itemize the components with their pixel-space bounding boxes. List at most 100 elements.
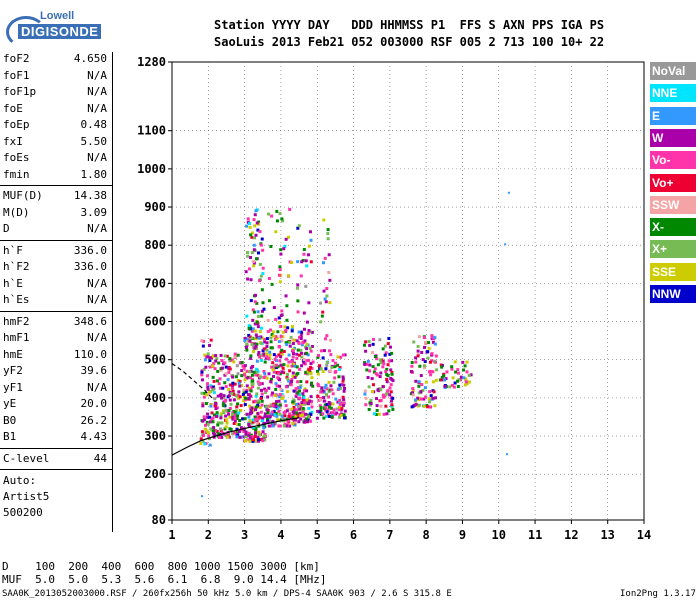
echo-point — [259, 410, 263, 414]
echo-point — [239, 408, 243, 412]
param-row: B1 4.43 — [3, 430, 107, 446]
echo-point — [269, 377, 273, 381]
param-value: N/A — [87, 276, 107, 290]
echo-point — [366, 376, 370, 380]
echo-point — [453, 381, 457, 385]
param-label: MUF(D) — [3, 189, 43, 202]
echo-point — [302, 248, 306, 252]
echo-point — [296, 371, 300, 375]
echo-point — [388, 352, 392, 356]
echo-point — [257, 424, 261, 428]
echo-point — [462, 368, 466, 372]
echo-point — [233, 415, 237, 419]
echo-point — [305, 264, 309, 268]
echo-point — [262, 354, 266, 358]
echo-point — [282, 363, 286, 367]
echo-point — [451, 376, 455, 380]
echo-point — [265, 341, 269, 345]
echo-point — [371, 337, 375, 341]
echo-point — [235, 364, 239, 368]
echo-point — [288, 369, 292, 373]
echo-point — [297, 341, 301, 345]
echo-point — [291, 410, 295, 414]
echo-point — [254, 293, 258, 297]
echo-point — [248, 412, 252, 416]
echo-point — [365, 368, 369, 372]
echo-point — [325, 294, 329, 298]
echo-point — [252, 264, 256, 268]
param-value: N/A — [87, 293, 107, 306]
echo-point — [244, 390, 248, 394]
echo-point — [219, 429, 223, 433]
echo-point — [206, 431, 210, 435]
echo-point — [255, 257, 259, 261]
echo-point — [262, 352, 266, 356]
echo-point — [259, 353, 263, 357]
echo-point — [245, 388, 249, 392]
echo-point — [260, 314, 264, 318]
echo-point — [260, 309, 264, 313]
echo-point — [310, 399, 314, 403]
echo-point — [220, 431, 224, 435]
echo-point — [294, 374, 298, 378]
echo-point — [245, 376, 249, 380]
echo-point — [258, 279, 262, 283]
echo-point — [385, 392, 389, 396]
echo-point — [199, 441, 203, 445]
echo-point — [282, 349, 286, 353]
echo-point — [304, 284, 308, 288]
echo-point — [265, 355, 269, 359]
param-row: MUF(D) 14.38 — [3, 189, 107, 205]
echo-point — [363, 389, 367, 393]
echo-point — [258, 381, 262, 385]
echo-point — [455, 379, 459, 383]
echo-point — [319, 406, 323, 410]
echo-point — [235, 427, 239, 431]
x-tick-label: 14 — [637, 528, 651, 542]
echo-point — [250, 343, 254, 347]
echo-point — [374, 413, 378, 417]
echo-point — [279, 314, 283, 318]
echo-point — [265, 337, 269, 341]
echo-point — [260, 416, 264, 420]
echo-point — [324, 367, 328, 371]
echo-point — [214, 407, 218, 411]
echo-point — [200, 373, 204, 377]
echo-point — [274, 335, 278, 339]
echo-point — [279, 334, 283, 338]
echo-point — [256, 325, 260, 329]
echo-point — [216, 369, 220, 373]
echo-point — [305, 351, 309, 355]
echo-point — [253, 399, 257, 403]
echo-point — [296, 299, 300, 303]
echo-point — [299, 380, 303, 384]
echo-point — [249, 354, 253, 358]
param-label: h`E — [3, 276, 23, 290]
echo-point — [291, 374, 295, 378]
echo-point — [301, 399, 305, 403]
echo-point — [269, 328, 273, 332]
echo-point — [240, 435, 244, 439]
param-row: yF2 39.6 — [3, 364, 107, 380]
echo-point — [285, 318, 289, 322]
echo-point — [375, 357, 379, 361]
param-label: yF2 — [3, 364, 23, 377]
echo-point — [251, 438, 255, 442]
y-tick-label: 1100 — [137, 124, 166, 138]
echo-point — [376, 363, 380, 367]
echo-point — [215, 411, 219, 415]
echo-point — [416, 344, 420, 348]
echo-point — [210, 411, 214, 415]
x-tick-label: 2 — [205, 528, 212, 542]
echo-point — [220, 435, 224, 439]
echo-point — [225, 421, 229, 425]
echo-point — [390, 403, 394, 407]
echo-point — [277, 345, 281, 349]
echo-point — [251, 385, 255, 389]
echo-point — [278, 406, 282, 410]
echo-point — [247, 415, 251, 419]
header-line-1: Station YYYY DAY DDD HHMMSS P1 FFS S AXN… — [214, 18, 605, 32]
echo-point — [291, 342, 295, 346]
echo-point — [411, 388, 415, 392]
echo-point — [219, 412, 223, 416]
